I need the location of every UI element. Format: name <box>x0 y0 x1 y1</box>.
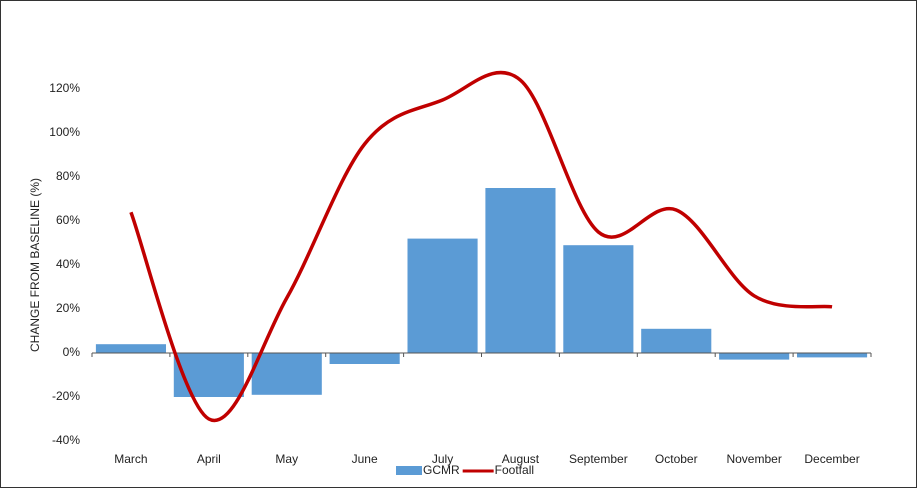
bar <box>95 344 167 353</box>
y-tick-label: -40% <box>52 433 80 447</box>
x-tick-label: May <box>275 452 298 466</box>
bar <box>251 353 322 395</box>
y-tick-label: 80% <box>56 169 80 183</box>
x-tick-label: June <box>352 452 378 466</box>
x-tick-label: November <box>726 452 781 466</box>
x-tick-label: March <box>114 452 147 466</box>
y-tick-label: 120% <box>49 81 80 95</box>
x-tick-label: December <box>804 452 859 466</box>
bar <box>407 238 478 353</box>
y-tick-label: 60% <box>56 213 80 227</box>
y-tick-label: 0% <box>63 345 81 359</box>
y-axis-label: CHANGE FROM BASELINE (%) <box>28 178 42 352</box>
bar <box>485 188 556 353</box>
x-tick-label: September <box>569 452 628 466</box>
legend-swatch <box>396 466 422 475</box>
bar <box>329 353 400 364</box>
x-tick-label: April <box>197 452 221 466</box>
y-tick-label: 40% <box>56 257 80 271</box>
y-tick-label: -20% <box>52 389 80 403</box>
x-tick-label: August <box>502 452 540 466</box>
legend-label: GCMR <box>423 463 460 477</box>
bar <box>796 353 868 358</box>
bar <box>173 353 244 397</box>
bar <box>563 245 634 353</box>
line <box>129 70 833 423</box>
bar <box>719 353 790 360</box>
y-tick-label: 100% <box>49 125 80 139</box>
bar <box>641 328 712 353</box>
x-tick-label: July <box>432 452 453 466</box>
x-tick-label: October <box>655 452 698 466</box>
y-tick-label: 20% <box>56 301 80 315</box>
legend-label: Footfall <box>495 463 534 477</box>
